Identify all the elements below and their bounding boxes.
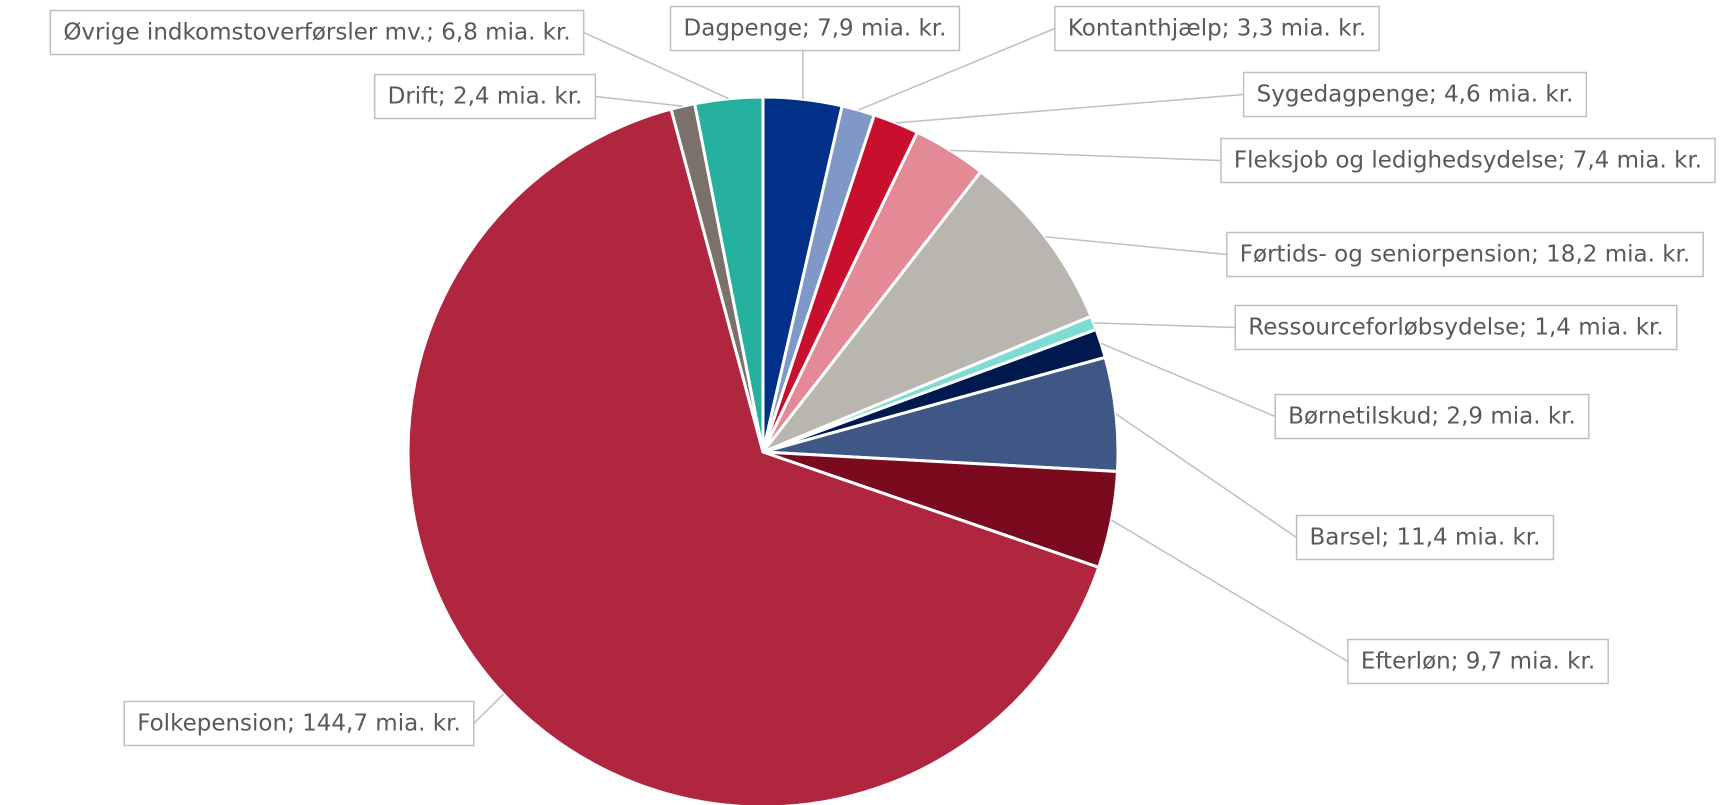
label-text: Folkepension; 144,7 mia. kr. [137, 711, 461, 737]
data-label: Førtids- og seniorpension; 18,2 mia. kr. [1226, 231, 1704, 278]
label-text: Sygedagpenge; 4,6 mia. kr. [1257, 82, 1574, 108]
label-box [1242, 71, 1588, 118]
label-text: Kontanthjælp; 3,3 mia. kr. [1068, 16, 1366, 42]
slices [406, 95, 1120, 805]
label-box [669, 5, 961, 52]
label-box [1226, 231, 1704, 278]
leader-line [595, 95, 683, 107]
data-label: Kontanthjælp; 3,3 mia. kr. [1054, 5, 1380, 52]
label-text: Førtids- og seniorpension; 18,2 mia. kr. [1240, 242, 1690, 268]
label-box [49, 9, 585, 56]
leader-line [583, 31, 730, 100]
leader-line [473, 693, 504, 725]
label-box [1295, 514, 1555, 561]
data-label: Fleksjob og ledighedsydelse; 7,4 mia. kr… [1220, 137, 1716, 184]
pie-slice [692, 95, 765, 453]
label-text: Dagpenge; 7,9 mia. kr. [684, 16, 947, 42]
label-text: Ressourceforløbsydelse; 1,4 mia. kr. [1248, 315, 1663, 341]
data-label: Øvrige indkomstoverførsler mv.; 6,8 mia.… [49, 9, 585, 56]
label-text: Børnetilskud; 2,9 mia. kr. [1288, 404, 1576, 430]
data-label: Folkepension; 144,7 mia. kr. [123, 700, 475, 747]
data-label: Sygedagpenge; 4,6 mia. kr. [1242, 71, 1588, 118]
label-text: Efterløn; 9,7 mia. kr. [1361, 649, 1595, 675]
label-box [1234, 304, 1678, 351]
label-box [1054, 5, 1380, 52]
leader-line [1100, 342, 1276, 418]
leader-line [1093, 322, 1236, 329]
leader-line [1111, 519, 1349, 663]
leader-line [1115, 413, 1297, 539]
data-label: Efterløn; 9,7 mia. kr. [1347, 638, 1609, 685]
label-text: Øvrige indkomstoverførsler mv.; 6,8 mia.… [63, 20, 570, 46]
leader-line [950, 149, 1221, 162]
labels: Dagpenge; 7,9 mia. kr. Kontanthjælp; 3,3 … [49, 5, 1716, 747]
label-text: Drift; 2,4 mia. kr. [388, 84, 583, 110]
label-box [1274, 393, 1590, 440]
data-label: Dagpenge; 7,9 mia. kr. [669, 5, 961, 52]
label-text: Fleksjob og ledighedsydelse; 7,4 mia. kr… [1234, 148, 1702, 174]
data-label: Drift; 2,4 mia. kr. [373, 73, 597, 120]
label-box [123, 700, 475, 747]
leader-line [896, 93, 1244, 124]
data-label: Ressourceforløbsydelse; 1,4 mia. kr. [1234, 304, 1678, 351]
data-label: Barsel; 11,4 mia. kr. [1295, 514, 1555, 561]
label-text: Barsel; 11,4 mia. kr. [1310, 525, 1541, 551]
label-box [373, 73, 597, 120]
leader-line [858, 27, 1056, 111]
label-box [1220, 137, 1716, 184]
leader-line [1045, 236, 1227, 256]
data-label: Børnetilskud; 2,9 mia. kr. [1274, 393, 1590, 440]
